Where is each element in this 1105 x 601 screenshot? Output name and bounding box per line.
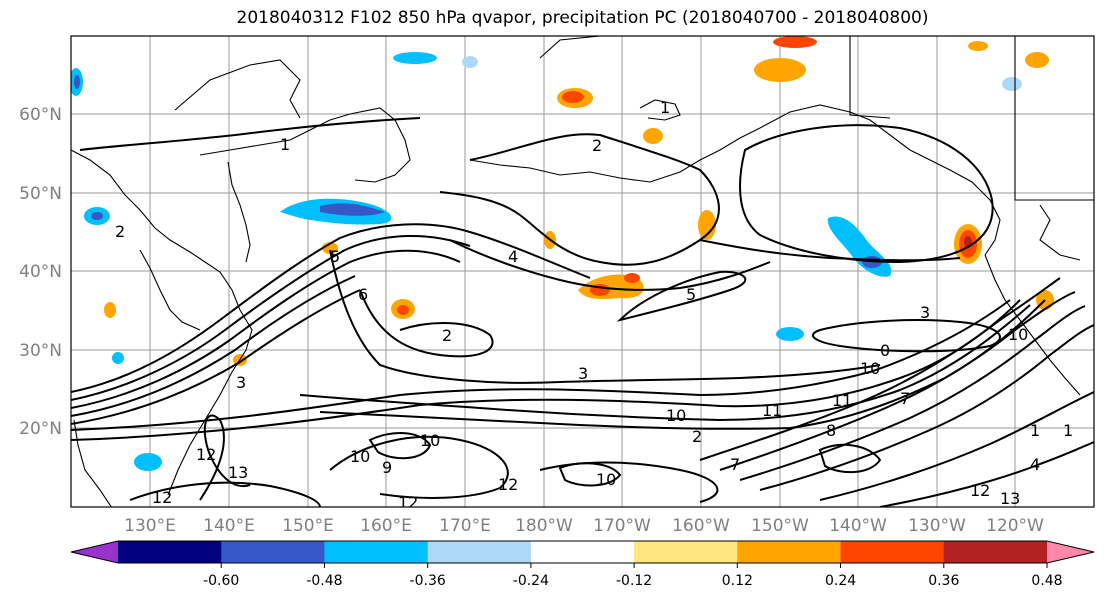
contour-label: 12 (498, 475, 518, 494)
plot-title: 2018040312 F102 850 hPa qvapor, precipit… (236, 8, 929, 28)
contour-label: 12 (398, 493, 418, 512)
contour-label: 10 (1008, 325, 1028, 344)
lon-label: 140°W (829, 516, 887, 536)
colorbar-tick-label: -0.60 (203, 573, 239, 589)
lon-label: 180°W (515, 516, 573, 536)
colorbar-tick-label: -0.24 (513, 573, 549, 589)
colorbar-extend-high (1047, 541, 1094, 563)
contour-label: 12 (152, 488, 172, 507)
colorbar-extend-low (71, 541, 118, 563)
lat-label: 20°N (19, 419, 62, 439)
precip-shading (71, 36, 1054, 471)
colorbar-segment (427, 541, 532, 563)
contour-label: 10 (860, 359, 880, 378)
colorbar (70, 540, 1095, 564)
contour-label: 2 (442, 326, 452, 345)
contour-label: 13 (228, 463, 248, 482)
contour-label: 10 (350, 447, 370, 466)
contour-label: 12 (196, 445, 216, 464)
lon-label: 160°W (672, 516, 730, 536)
contour-label: 10 (596, 470, 616, 489)
colorbar-segment (634, 541, 738, 563)
colorbar-tick-label: 0.24 (825, 573, 856, 589)
colorbar-segment (324, 541, 429, 563)
contour-labels: 1 2 2 5 4 5 6 2 3 3 10 11 0 10 12 13 10 … (115, 98, 1073, 512)
lon-label: 170°E (439, 516, 491, 536)
lon-label: 170°W (593, 516, 651, 536)
lon-label: 120°W (986, 516, 1044, 536)
lon-label: 130°E (124, 516, 176, 536)
lat-label: 40°N (19, 262, 62, 282)
lon-label: 160°E (360, 516, 412, 536)
contour-label: 5 (686, 285, 696, 304)
contour-label: 1 (280, 135, 290, 154)
colorbar-segment (118, 541, 222, 563)
contour-label: 11 (762, 401, 782, 420)
colorbar-tick-label: 0.36 (928, 573, 959, 589)
contour-label: 4 (1030, 455, 1040, 474)
contour-label: 3 (920, 303, 930, 322)
colorbar-segment (221, 541, 325, 563)
contour-label: 9 (382, 458, 392, 477)
contour-label: 2 (115, 222, 125, 241)
coastlines (71, 36, 1094, 507)
qvapor-contours (71, 117, 1094, 507)
contour-label: 10 (666, 406, 686, 425)
contour-label: 10 (420, 431, 440, 450)
lon-label: 150°E (282, 516, 334, 536)
contour-label: 2 (592, 136, 602, 155)
latitude-labels: 60°N 50°N 40°N 30°N 20°N (19, 105, 62, 439)
longitude-labels: 130°E 140°E 150°E 160°E 170°E 180°W 170°… (124, 516, 1044, 536)
lon-label: 130°W (908, 516, 966, 536)
colorbar-ticks: -0.60 -0.48 -0.36 -0.24 -0.12 0.12 0.24 0.36 0.4… (203, 563, 1063, 589)
lat-label: 50°N (19, 184, 62, 204)
contour-label: 12 (970, 481, 990, 500)
contour-label: 13 (1000, 489, 1020, 508)
colorbar-tick-label: 0.12 (722, 573, 753, 589)
contour-label: 8 (826, 421, 836, 440)
colorbar-segment (530, 541, 635, 563)
colorbar-tick-label: 0.48 (1031, 573, 1062, 589)
colorbar-tick-label: -0.48 (306, 573, 342, 589)
contour-label: 2 (692, 427, 702, 446)
contour-label: 1 (660, 98, 670, 117)
lat-label: 60°N (19, 105, 62, 125)
colorbar-tick-label: -0.36 (410, 573, 446, 589)
contour-label: 11 (832, 391, 852, 410)
contour-label: 3 (236, 373, 246, 392)
contour-label: 1 (1063, 421, 1073, 440)
contour-label: 7 (730, 455, 740, 474)
contour-label: 4 (508, 247, 518, 266)
contour-label: 3 (578, 364, 588, 383)
contour-label: 1 (1030, 421, 1040, 440)
colorbar-segment (943, 541, 1048, 563)
contour-label: 0 (880, 341, 890, 360)
colorbar-segment (840, 541, 945, 563)
lat-label: 30°N (19, 341, 62, 361)
colorbar-tick-label: -0.12 (616, 573, 652, 589)
lon-label: 140°E (203, 516, 255, 536)
colorbar-outline (70, 540, 1095, 564)
contour-label: 5 (330, 247, 340, 266)
colorbar-segment (737, 541, 842, 563)
lon-label: 150°W (751, 516, 809, 536)
contour-label: 7 (900, 389, 910, 408)
contour-label: 6 (358, 285, 368, 304)
map-frame (70, 35, 1095, 508)
